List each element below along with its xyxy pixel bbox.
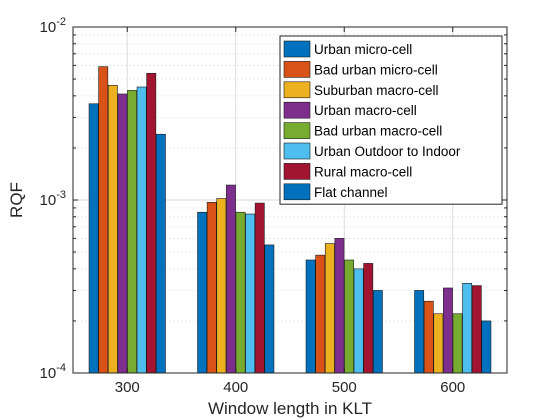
bar-8-600	[481, 320, 492, 374]
bar-3-500	[324, 243, 335, 374]
bar-1-400	[197, 211, 208, 374]
bar-6-400	[245, 213, 256, 374]
y-tick-exponent: -4	[56, 362, 66, 374]
bar-5-500	[344, 259, 354, 374]
bar-3-300	[107, 85, 118, 374]
y-tick-label: 10-3	[40, 189, 66, 209]
y-tick-base: 10	[40, 19, 57, 36]
legend-swatch-4	[283, 101, 311, 119]
y-tick-label: 10-2	[40, 16, 66, 36]
legend-swatch-3	[283, 81, 311, 99]
legend-label-4: Urban macro-cell	[314, 103, 417, 118]
bar-6-300	[136, 86, 147, 374]
bar-4-300	[117, 93, 128, 374]
x-tick-label: 600	[440, 379, 465, 396]
legend-label-3: Suburban macro-cell	[314, 83, 439, 98]
legend-swatch-5	[283, 122, 311, 139]
bar-2-300	[98, 66, 109, 374]
bar-6-500	[353, 268, 364, 374]
legend-label-1: Urban micro-cell	[314, 42, 412, 57]
y-tick-base: 10	[40, 365, 57, 382]
bar-5-300	[127, 90, 137, 374]
bars	[88, 66, 492, 374]
bar-1-600	[414, 290, 425, 374]
x-tick-label: 500	[332, 379, 357, 396]
bar-1-500	[305, 259, 316, 374]
legend-box	[279, 35, 503, 205]
legend-swatch-7	[283, 163, 311, 180]
bar-7-300	[146, 72, 157, 374]
bar-4-500	[334, 238, 345, 374]
legend-label-2: Bad urban micro-cell	[314, 62, 438, 77]
bar-2-400	[206, 201, 217, 374]
bar-7-400	[254, 202, 265, 374]
bar-5-600	[452, 313, 463, 374]
legend-label-6: Urban Outdoor to Indoor	[314, 144, 461, 159]
bar-4-400	[226, 184, 236, 374]
legend-label-5: Bad urban macro-cell	[314, 124, 442, 139]
legend: Urban micro-cell Bad urban micro-cell Subu…	[279, 35, 503, 205]
x-tick-label: 400	[223, 379, 248, 396]
bar-4-600	[443, 287, 453, 374]
bar-6-600	[462, 282, 473, 374]
bar-7-600	[471, 285, 482, 374]
bar-1-300	[88, 103, 99, 374]
bar-2-600	[423, 300, 434, 374]
bar-3-400	[216, 198, 227, 374]
bar-2-500	[315, 254, 326, 374]
y-tick-exponent: -3	[56, 189, 66, 201]
bar-5-400	[235, 211, 246, 374]
legend-label-8: Flat channel	[314, 185, 388, 200]
legend-swatch-6	[283, 142, 311, 160]
x-tick-label: 300	[115, 379, 140, 396]
bar-8-300	[155, 133, 166, 374]
bar-7-500	[363, 263, 374, 374]
legend-label-7: Rural macro-cell	[314, 164, 412, 179]
y-tick-exponent: -2	[56, 16, 66, 28]
bar-8-400	[264, 244, 275, 374]
bar-3-600	[433, 313, 444, 374]
legend-swatch-1	[283, 40, 311, 58]
y-tick-label: 10-4	[40, 362, 66, 382]
legend-swatch-8	[283, 183, 311, 201]
legend-swatch-2	[283, 61, 311, 78]
x-axis-label: Window length in KLT	[208, 399, 372, 418]
y-tick-base: 10	[40, 192, 57, 209]
y-axis-label: RQF	[7, 182, 26, 218]
bar-8-500	[372, 290, 383, 374]
